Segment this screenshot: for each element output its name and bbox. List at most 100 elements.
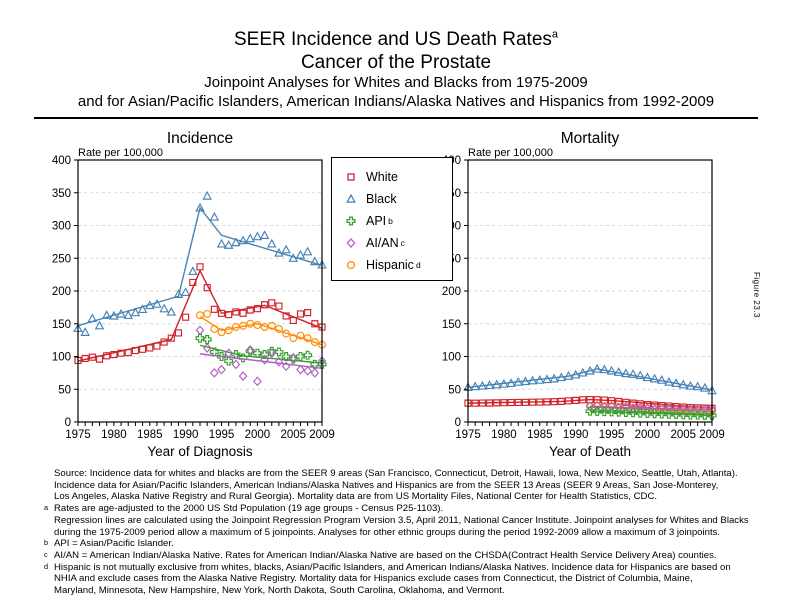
y-tick-label: 50	[58, 384, 71, 396]
y-tick-label: 250	[52, 253, 71, 265]
data-point-marker	[621, 408, 631, 417]
series-api	[585, 406, 717, 421]
panel-title: Mortality	[561, 130, 620, 147]
footnote-line: Regression lines are calculated using th…	[44, 515, 780, 527]
data-point-marker	[210, 325, 219, 333]
legend-label-superscript: c	[400, 238, 405, 248]
data-point-marker	[570, 369, 581, 379]
data-point-marker	[81, 354, 89, 363]
data-point-marker	[303, 334, 312, 343]
data-point-marker	[613, 367, 624, 376]
footnote-text: Maryland, Minnesota, New Hampshire, New …	[54, 585, 505, 597]
x-tick-label: 2009	[699, 429, 725, 441]
data-point-marker	[188, 266, 198, 276]
x-axis-title: Year of Diagnosis	[147, 444, 253, 459]
data-point-marker	[600, 396, 608, 404]
x-tick-label: 1995	[209, 429, 235, 441]
x-tick-label: 1995	[599, 429, 625, 441]
data-point-marker	[74, 356, 82, 365]
data-point-marker	[585, 365, 595, 375]
data-point-marker	[599, 402, 609, 412]
data-point-marker	[642, 372, 653, 382]
data-point-marker	[253, 376, 262, 387]
data-point-marker	[174, 329, 183, 337]
data-point-marker	[635, 408, 645, 418]
data-point-marker	[196, 311, 204, 320]
data-point-marker	[671, 378, 681, 388]
data-point-marker	[281, 361, 291, 372]
data-point-marker	[606, 365, 617, 375]
figure-title: SEER Incidence and US Death Ratesa	[0, 28, 792, 51]
data-point-marker	[202, 334, 212, 344]
data-point-marker	[693, 410, 703, 420]
x-tick-label: 2005	[670, 429, 696, 441]
x-tick-label: 1975	[455, 429, 481, 441]
figure-subtitle: Cancer of the Prostate	[300, 52, 492, 74]
data-point-marker	[527, 375, 538, 385]
data-point-marker	[253, 305, 261, 313]
gridlines	[78, 192, 322, 390]
data-point-marker	[592, 363, 602, 373]
data-point-marker	[245, 233, 256, 243]
data-point-marker	[686, 404, 695, 415]
footnote-text: Los Angeles, Alaska Native Registry and …	[54, 491, 658, 503]
data-point-marker	[224, 348, 234, 359]
data-point-marker	[223, 240, 234, 249]
x-tick-label: 2000	[245, 429, 271, 441]
legend-label-superscript: d	[415, 260, 421, 270]
data-point-marker	[549, 373, 559, 383]
data-point-marker	[557, 397, 565, 405]
data-point-marker	[101, 310, 112, 319]
data-point-marker	[195, 333, 205, 343]
incidence-chart: Incidence Rate per 100,000 0 50 100 150 200 250…	[36, 126, 346, 466]
data-point-marker	[599, 364, 610, 374]
data-point-marker	[217, 309, 226, 317]
data-point-marker	[507, 398, 515, 407]
data-point-marker	[87, 313, 98, 323]
x-tick-label: 1985	[137, 429, 163, 441]
footnote-text: Rates are age-adjusted to the 2000 US St…	[54, 503, 444, 515]
footnote-marker	[44, 490, 54, 502]
data-point-marker	[252, 231, 263, 241]
data-point-marker	[585, 401, 595, 412]
figure-subtitle-line3: Joinpoint Analyses for Whites and Blacks…	[204, 74, 588, 92]
data-point-marker	[678, 404, 688, 414]
data-point-marker	[288, 352, 298, 363]
legend-item-hispanic: Hispanic d	[344, 254, 452, 276]
data-point-marker	[274, 356, 284, 367]
x-tick-label: 1980	[101, 429, 127, 441]
data-point-marker	[318, 323, 326, 331]
legend-item-black: Black	[344, 188, 452, 210]
data-point-marker	[130, 307, 141, 317]
square-marker-icon	[347, 173, 355, 181]
data-point-marker	[311, 320, 319, 328]
data-point-marker	[513, 376, 524, 386]
data-point-marker	[245, 345, 255, 355]
data-point-marker	[650, 409, 660, 419]
footnote-marker: c	[44, 549, 48, 559]
data-point-marker	[116, 308, 126, 318]
data-point-marker	[550, 398, 558, 406]
data-point-marker	[238, 353, 248, 363]
footnote-line: c AI/AN = American Indian/Alaska Native. …	[44, 550, 780, 562]
figure-title-superscript: a	[551, 28, 559, 41]
data-point-marker	[268, 299, 276, 307]
data-point-marker	[499, 378, 509, 388]
circle-marker-icon	[346, 261, 356, 269]
data-point-marker	[239, 321, 248, 330]
footnote-marker	[44, 526, 54, 538]
data-point-marker	[110, 350, 118, 359]
legend-label: Hispanic	[366, 258, 414, 272]
x-tick-label: 1980	[491, 429, 517, 441]
data-point-marker	[225, 311, 233, 319]
data-point-marker	[685, 380, 696, 390]
data-point-marker	[274, 325, 283, 333]
data-point-marker	[189, 278, 197, 287]
x-tick-label: 2009	[309, 429, 335, 441]
x-axis	[77, 422, 323, 426]
data-point-marker	[153, 342, 161, 350]
data-point-marker	[478, 399, 486, 407]
data-point-marker	[649, 373, 660, 383]
data-point-marker	[232, 308, 240, 316]
